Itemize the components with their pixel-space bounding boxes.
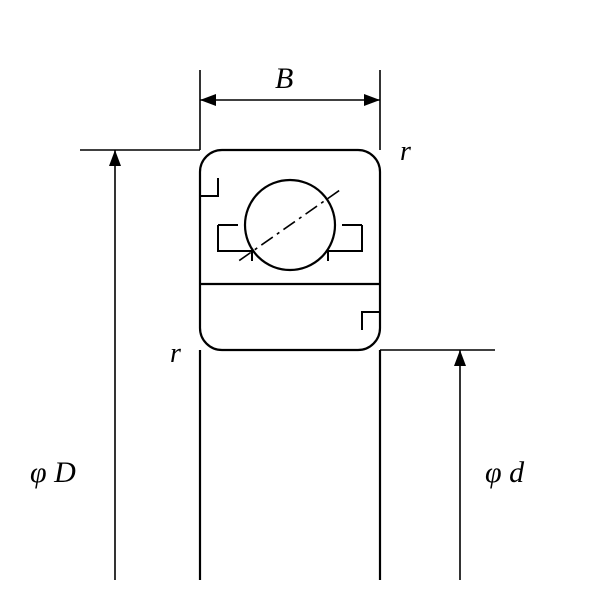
bottom-right-step bbox=[362, 312, 380, 330]
dimension-D bbox=[80, 150, 200, 580]
label-D: φ D bbox=[30, 456, 76, 489]
dimension-d bbox=[380, 350, 495, 580]
bearing-cross-section-diagram: B φ D φ d r r bbox=[0, 0, 600, 600]
label-r-bottom-left: r bbox=[170, 338, 181, 369]
label-B: B bbox=[275, 62, 293, 95]
label-d: φ d bbox=[485, 456, 525, 489]
top-left-step bbox=[200, 178, 218, 196]
label-r-top-right: r bbox=[400, 136, 411, 167]
